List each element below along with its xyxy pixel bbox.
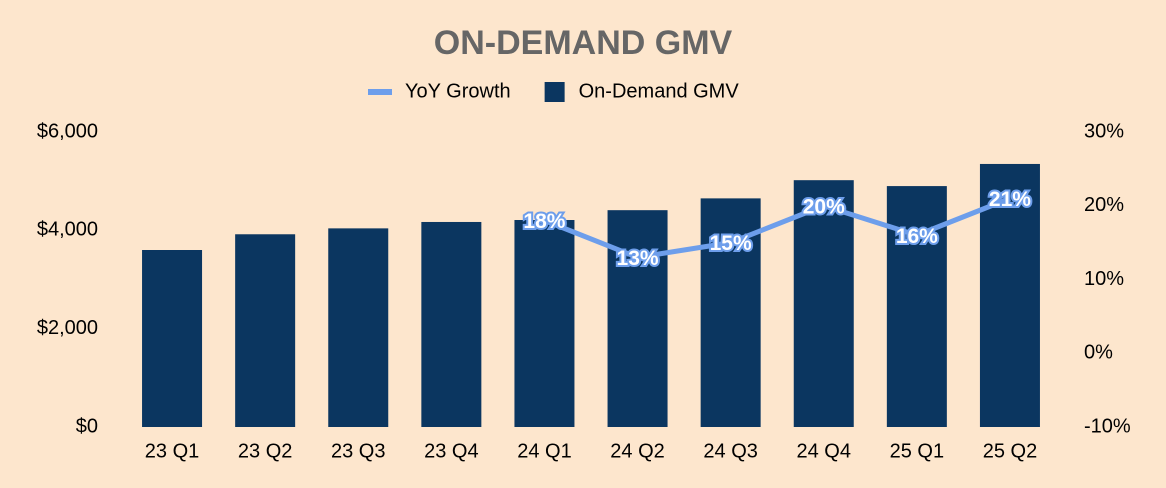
x-tick-label: 23 Q2 — [238, 440, 292, 462]
bar — [793, 180, 854, 427]
data-label: 21% — [989, 188, 1031, 211]
bar — [607, 210, 668, 427]
x-tick-label: 23 Q3 — [331, 440, 385, 462]
legend-label: On-Demand GMV — [579, 80, 740, 102]
x-tick-label: 24 Q2 — [610, 440, 664, 462]
bar — [142, 250, 203, 427]
data-label: 16% — [896, 225, 938, 248]
x-tick-label: 23 Q1 — [145, 440, 199, 462]
chart-title: ON-DEMAND GMV — [434, 24, 733, 62]
y2-tick-label: 10% — [1084, 268, 1124, 290]
bar — [514, 220, 575, 427]
y2-tick-label: 0% — [1084, 342, 1113, 364]
line — [543, 196, 1011, 260]
bar — [886, 186, 947, 427]
y-tick-label: $6,000 — [37, 120, 98, 142]
data-label: 18% — [523, 210, 565, 233]
x-tick-label: 23 Q4 — [424, 440, 478, 462]
y-tick-label: $4,000 — [37, 219, 98, 241]
y2-tick-label: 20% — [1084, 194, 1124, 216]
y-tick-label: $2,000 — [37, 317, 98, 339]
y2-tick-label: -10% — [1084, 415, 1131, 437]
x-tick-label: 25 Q1 — [890, 440, 944, 462]
legend-label: YoY Growth — [405, 80, 511, 102]
bar — [235, 234, 296, 427]
legend-swatch — [544, 82, 565, 102]
x-tick-label: 24 Q3 — [703, 440, 757, 462]
y-tick-label: $0 — [76, 415, 98, 437]
x-tick-label: 24 Q4 — [797, 440, 851, 462]
x-tick-label: 24 Q1 — [517, 440, 571, 462]
data-label: 15% — [710, 232, 752, 255]
bar — [421, 221, 482, 427]
y2-tick-label: 30% — [1084, 120, 1124, 142]
data-label: 13% — [617, 247, 659, 270]
data-label: 20% — [803, 195, 845, 218]
bar — [328, 228, 389, 427]
x-tick-label: 25 Q2 — [983, 440, 1037, 462]
